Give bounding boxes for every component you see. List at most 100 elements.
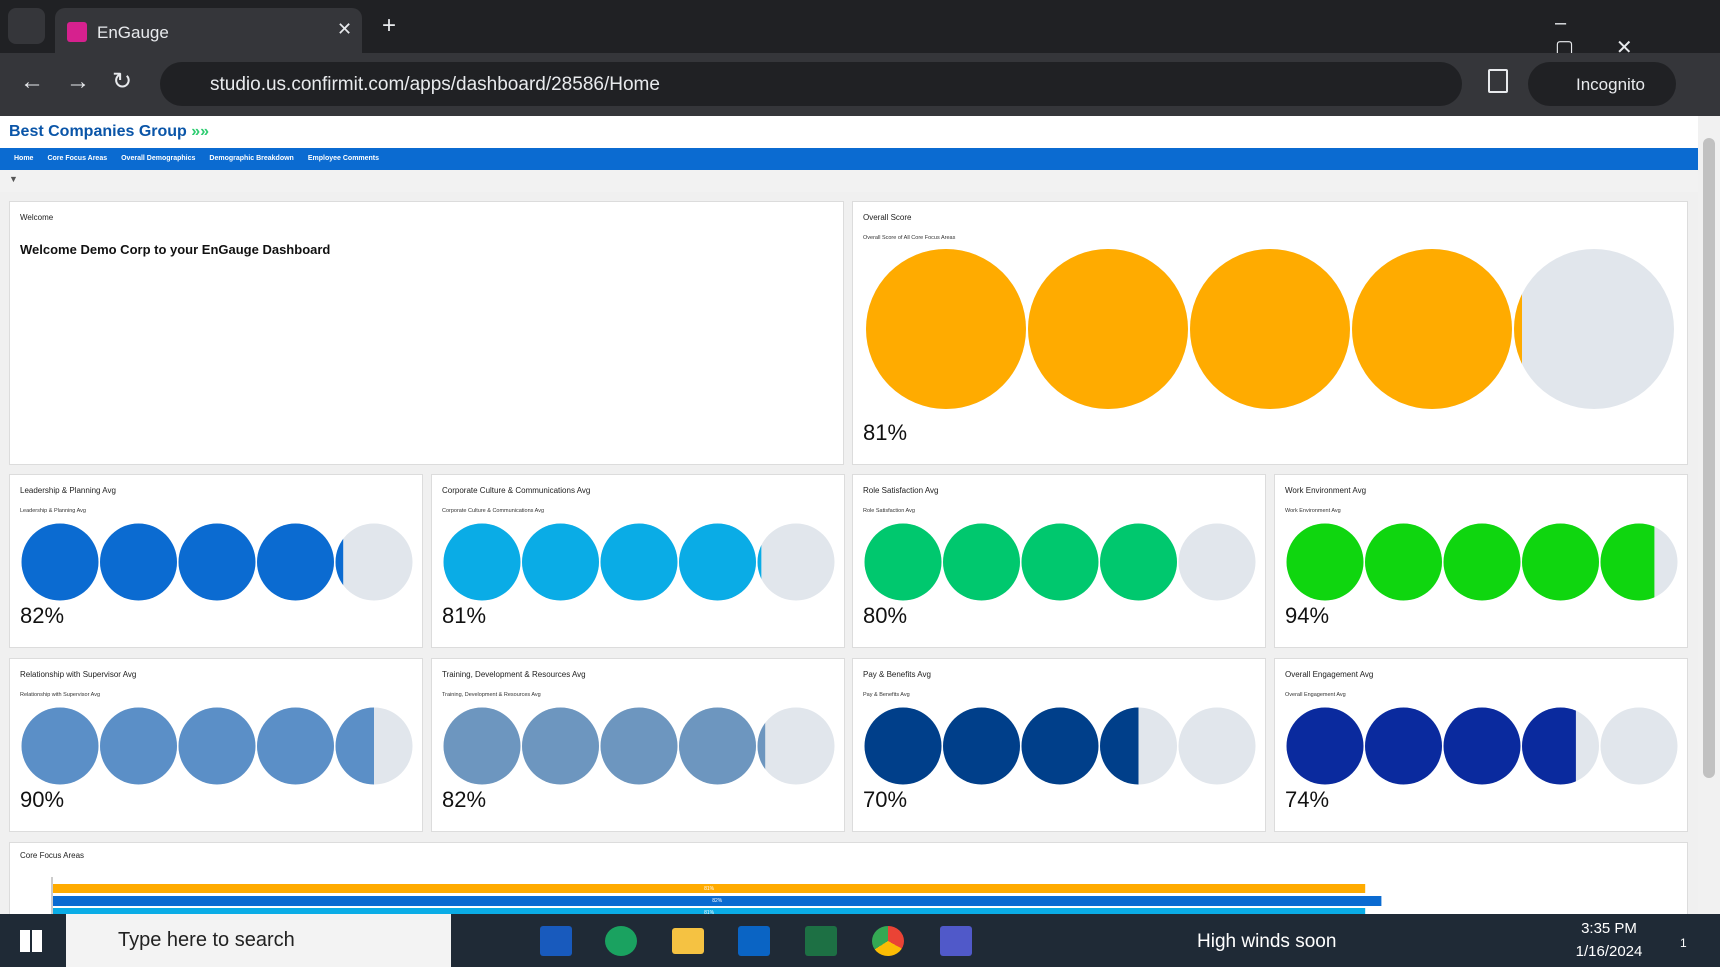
side-panel[interactable]: [1488, 69, 1508, 93]
gauge-fill: [1028, 249, 1188, 409]
profile-label: Incognito: [1576, 75, 1645, 94]
weather[interactable]: High winds soon: [1197, 931, 1336, 953]
nav-buttons[interactable]: ←→↻: [20, 67, 154, 96]
profile[interactable]: Incognito: [1528, 62, 1676, 106]
gauge-fill: [866, 249, 1026, 409]
gauge-empty: [758, 524, 835, 601]
panel-title: Welcome: [20, 213, 53, 222]
widget-panel: Pay & Benefits AvgPay & Benefits Avg70%: [852, 658, 1266, 832]
gauge-fill: [1287, 524, 1364, 601]
gauge-fill: [865, 524, 942, 601]
gauge-fill: [943, 524, 1020, 601]
gauge-fill: [1365, 708, 1442, 785]
app-header: Best Companies Group »»: [0, 116, 1698, 148]
gauge-empty: [1179, 524, 1256, 601]
gauge-fill: [679, 708, 756, 785]
gauge-value: 90%: [20, 787, 64, 813]
taskbar: Type here to search High winds soon 3:35…: [0, 914, 1720, 967]
gauge-fill: [522, 708, 599, 785]
welcome-message: Welcome Demo Corp to your EnGauge Dashbo…: [20, 242, 330, 257]
gauge-value: 81%: [863, 420, 907, 446]
tab-search-button[interactable]: [8, 8, 45, 44]
notifications[interactable]: 1: [1680, 936, 1687, 950]
gauge-value: 94%: [1285, 603, 1329, 629]
widget-panel: Overall Engagement AvgOverall Engagement…: [1274, 658, 1688, 832]
clock-date: 1/16/2024: [1564, 943, 1654, 960]
gauge: [1275, 659, 1688, 832]
logo-text: Best Companies Group: [9, 123, 187, 140]
search-box[interactable]: Type here to search: [66, 914, 451, 967]
welcome-panel: Welcome Welcome Demo Corp to your EnGaug…: [9, 201, 844, 465]
gauge-value: 80%: [863, 603, 907, 629]
search-placeholder: Type here to search: [118, 929, 295, 951]
widget-panel: Training, Development & Resources AvgTra…: [431, 658, 845, 832]
new-tab[interactable]: +: [382, 12, 396, 40]
gauge-fill: [522, 524, 599, 601]
gauge-fill: [100, 524, 177, 601]
start[interactable]: [20, 930, 42, 952]
edge[interactable]: [605, 926, 637, 956]
gauge: [432, 475, 845, 648]
gauge-value: 70%: [863, 787, 907, 813]
gauge-empty: [1514, 249, 1674, 409]
nav-item[interactable]: Employee Comments: [308, 155, 379, 170]
gauge-empty: [758, 708, 835, 785]
address-bar[interactable]: studio.us.confirmit.com/apps/dashboard/2…: [160, 62, 1462, 106]
logo[interactable]: Best Companies Group »»: [9, 123, 209, 141]
tab-strip: EnGauge✕ + –▢✕: [0, 0, 1720, 53]
gauge: [853, 202, 1688, 465]
gauge-empty: [336, 524, 413, 601]
bar-label: 81%: [704, 886, 715, 892]
gauge-fill: [257, 524, 334, 601]
bar-chart: 81%82%81%: [10, 843, 1688, 922]
gauge-fill: [444, 708, 521, 785]
browser-tab[interactable]: EnGauge ✕: [55, 8, 362, 53]
chrome[interactable]: [872, 926, 904, 956]
nav-item[interactable]: Demographic Breakdown: [209, 155, 293, 170]
word[interactable]: [540, 926, 572, 956]
gauge-empty: [1179, 708, 1256, 785]
filter-bar: ▼: [0, 170, 1698, 192]
gauge: [853, 475, 1266, 648]
gauge-fill: [1022, 524, 1099, 601]
gauge: [10, 475, 423, 648]
bar-label: 82%: [712, 898, 723, 904]
tab-title: EnGauge: [97, 23, 169, 42]
gauge-fill: [865, 708, 942, 785]
widget-panel: Overall ScoreOverall Score of All Core F…: [852, 201, 1688, 465]
gauge-value: 82%: [20, 603, 64, 629]
gauge-fill: [1444, 708, 1521, 785]
widget-panel: Role Satisfaction AvgRole Satisfaction A…: [852, 474, 1266, 648]
nav-item[interactable]: Core Focus Areas: [47, 155, 107, 170]
widget-panel: Relationship with Supervisor AvgRelation…: [9, 658, 423, 832]
toolbar: ←→↻ studio.us.confirmit.com/apps/dashboa…: [0, 53, 1720, 116]
outlook[interactable]: [738, 926, 770, 956]
gauge-fill: [1352, 249, 1512, 409]
gauge: [432, 659, 845, 832]
favicon: [67, 22, 87, 42]
excel[interactable]: [805, 926, 837, 956]
gauge-value: 74%: [1285, 787, 1329, 813]
nav-item[interactable]: Overall Demographics: [121, 155, 195, 170]
explorer[interactable]: [672, 928, 704, 954]
core-focus-panel: Core Focus Areas 81%82%81%: [9, 842, 1688, 922]
gauge-fill: [601, 524, 678, 601]
gauge-fill: [100, 708, 177, 785]
gauge-empty: [1601, 708, 1678, 785]
nav-item[interactable]: Home: [14, 155, 33, 170]
scrollbar[interactable]: [1698, 116, 1720, 914]
widget-panel: Leadership & Planning AvgLeadership & Pl…: [9, 474, 423, 648]
gauge-fill: [179, 524, 256, 601]
gauge-fill: [1100, 524, 1177, 601]
gauge: [10, 659, 423, 832]
gauge-fill: [601, 708, 678, 785]
gauge-fill: [1190, 249, 1350, 409]
widget-panel: Corporate Culture & Communications AvgCo…: [431, 474, 845, 648]
gauge-fill: [1522, 524, 1599, 601]
nav-bar: Home Core Focus Areas Overall Demographics…: [0, 148, 1698, 170]
gauge-fill: [1022, 708, 1099, 785]
close-tab[interactable]: ✕: [337, 19, 352, 40]
teams[interactable]: [940, 926, 972, 956]
clock-time: 3:35 PM: [1572, 920, 1646, 937]
